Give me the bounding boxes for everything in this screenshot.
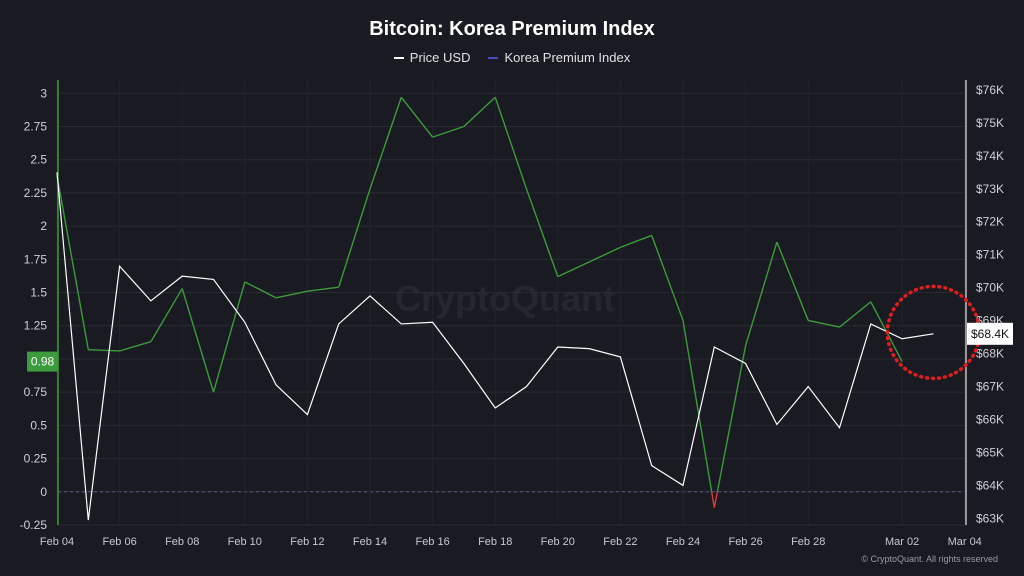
right-tick-label: $64K [976, 478, 1004, 492]
legend-swatch-korea-premium [488, 56, 499, 59]
right-tick-label: $71K [976, 248, 1004, 262]
korea-premium-segment [776, 241, 809, 321]
korea-premium-segment [713, 491, 719, 508]
korea-premium-segment [275, 290, 308, 299]
korea-premium-segment [557, 261, 590, 278]
right-tick-label: $75K [976, 116, 1004, 130]
x-tick-label: Feb 10 [228, 536, 262, 548]
korea-premium-segment [525, 188, 559, 277]
korea-premium-segment [369, 97, 402, 190]
korea-premium-segment [620, 234, 652, 249]
korea-premium-segment [463, 96, 496, 128]
price-usd-line [56, 172, 934, 521]
left-tick-label: 0.75 [24, 385, 48, 399]
left-tick-label: 3 [40, 86, 47, 100]
legend-label-price-usd: Price USD [409, 50, 471, 65]
korea-premium-segment [338, 188, 371, 288]
x-tick-label: Feb 24 [666, 536, 700, 548]
x-tick-label: Feb 22 [603, 536, 637, 548]
x-tick-label: Feb 16 [415, 536, 449, 548]
right-tick-label: $65K [976, 445, 1004, 459]
legend-label-korea-premium: Korea Premium Index [504, 50, 631, 65]
right-tick-label: $72K [976, 215, 1004, 229]
chart-title: Bitcoin: Korea Premium Index [369, 18, 655, 40]
korea-premium-segment [119, 341, 152, 352]
watermark: CryptoQuant [395, 278, 615, 319]
right-tick-label: $67K [976, 380, 1004, 394]
korea-premium-segment [710, 491, 715, 508]
korea-premium-segment [744, 241, 778, 346]
korea-premium-segment [56, 175, 89, 350]
right-tick-label: $68K [976, 347, 1004, 361]
left-tick-label: 0 [40, 485, 47, 499]
right-tick-label: $74K [976, 149, 1004, 163]
legend-swatch-price-usd [393, 56, 404, 59]
left-last-value-badge [27, 351, 58, 372]
x-tick-label: Feb 18 [478, 536, 512, 548]
korea-premium-segment [88, 348, 120, 352]
korea-premium-segment [588, 246, 621, 263]
korea-premium-segment [150, 288, 183, 343]
korea-premium-segment [808, 319, 840, 328]
x-tick-label: Feb 08 [165, 536, 199, 548]
korea-premium-segment [400, 96, 434, 138]
legend-item-price-usd[interactable]: Price USD [393, 50, 471, 65]
right-last-value-badge [967, 322, 1013, 345]
korea-premium-segment [716, 345, 747, 492]
right-tick-label: $66K [976, 413, 1004, 427]
x-tick-label: Feb 20 [541, 536, 575, 548]
right-tick-label: $76K [976, 83, 1004, 97]
korea-premium-segment [181, 288, 215, 393]
x-tick-label: Mar 04 [948, 536, 982, 548]
right-tick-label: $73K [976, 182, 1004, 196]
left-tick-label: 1.75 [24, 252, 48, 266]
korea-premium-segment [839, 301, 872, 328]
korea-premium-segment [244, 281, 277, 299]
korea-premium-segment [682, 320, 713, 492]
x-tick-label: Feb 04 [40, 536, 74, 548]
korea-premium-segment [651, 235, 684, 321]
left-tick-label: 2.25 [24, 186, 48, 200]
chart-legend: Price USD Korea Premium Index [0, 50, 1024, 65]
right-tick-label: $63K [976, 511, 1004, 525]
left-tick-label: 2.5 [30, 153, 47, 167]
x-tick-label: Feb 26 [728, 536, 762, 548]
korea-premium-segment [494, 97, 528, 190]
right-tick-label: $70K [976, 281, 1004, 295]
left-last-value-label: 0.98 [31, 355, 55, 369]
left-tick-label: 1.25 [24, 319, 48, 333]
left-tick-label: 1.5 [30, 286, 47, 300]
left-tick-label: 2 [40, 219, 47, 233]
x-tick-label: Feb 06 [102, 536, 136, 548]
x-tick-label: Feb 14 [353, 536, 387, 548]
left-tick-label: 0.25 [24, 452, 48, 466]
right-last-value-label: $68.4K [971, 327, 1009, 341]
copyright-credit: © CryptoQuant. All rights reserved [861, 554, 998, 564]
x-tick-label: Mar 02 [885, 536, 919, 548]
x-tick-label: Feb 28 [791, 536, 825, 548]
korea-premium-segment [432, 125, 465, 138]
x-tick-label: Feb 12 [290, 536, 324, 548]
korea-premium-segment [212, 281, 246, 393]
left-tick-label: 0.5 [30, 418, 47, 432]
left-tick-label: -0.25 [20, 518, 48, 532]
legend-item-korea-premium[interactable]: Korea Premium Index [488, 50, 630, 65]
left-tick-label: 2.75 [24, 119, 48, 133]
korea-premium-segment [307, 286, 339, 292]
